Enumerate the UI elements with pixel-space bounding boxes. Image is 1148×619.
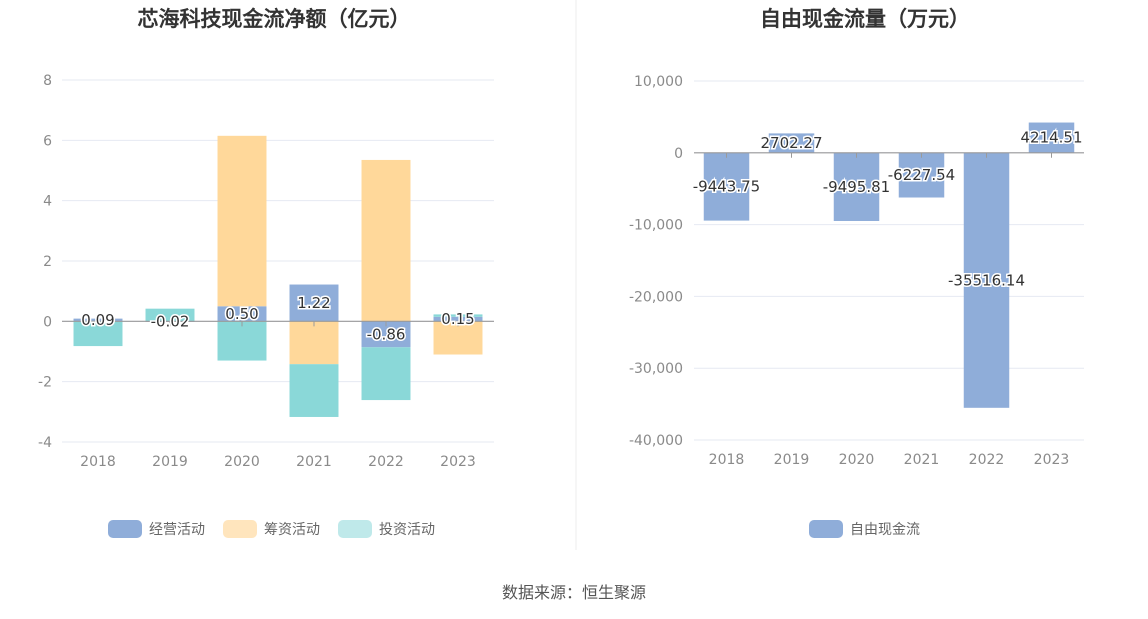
data-label: 0.09 <box>81 311 114 329</box>
left-chart-plot: -4 -2 0 2 4 6 8 2018 2019 2020 2021 2022 2023 0.09 -0.… <box>38 73 494 470</box>
bar-自由现金流-2023[interactable] <box>1028 122 1075 153</box>
y-tick-label: -4 <box>38 435 52 451</box>
legend-label: 经营活动 <box>149 522 205 538</box>
y-tick-label: 6 <box>43 133 52 149</box>
x-tick-label: 2021 <box>296 454 332 470</box>
data-label: -0.02 <box>151 313 190 331</box>
bar-筹资活动-2022[interactable] <box>361 159 411 322</box>
y-tick-label: 8 <box>43 73 52 89</box>
data-label: -6227.54 <box>888 166 955 184</box>
legend-swatch <box>223 520 257 538</box>
legend-swatch <box>338 520 372 538</box>
right-chart-legend[interactable]: 自由现金流 <box>809 520 920 538</box>
legend-label: 自由现金流 <box>850 522 920 538</box>
bar-筹资活动-2023[interactable] <box>433 321 483 355</box>
bar-投资活动-2022[interactable] <box>361 347 411 401</box>
y-tick-label: -2 <box>38 375 52 391</box>
bar-筹资活动-2021[interactable] <box>289 321 339 365</box>
x-tick-label: 2018 <box>80 454 116 470</box>
right-chart-title: 自由现金流量（万元） <box>760 7 970 31</box>
x-tick-label: 2020 <box>224 454 260 470</box>
bar-经营活动-2021[interactable] <box>289 284 339 322</box>
bar-经营活动-2018[interactable] <box>73 318 123 322</box>
x-tick-label: 2023 <box>440 454 476 470</box>
y-tick-label: -30,000 <box>629 361 683 377</box>
bar-投资活动-2019[interactable] <box>145 308 195 322</box>
data-label: -0.86 <box>367 325 406 343</box>
data-label: 1.22 <box>297 294 330 312</box>
legend-swatch <box>809 520 843 538</box>
x-tick-label: 2022 <box>368 454 404 470</box>
y-tick-label: -20,000 <box>629 289 683 305</box>
bar-投资活动-2023[interactable] <box>433 314 483 317</box>
y-tick-label: 0 <box>674 146 683 162</box>
bar-投资活动-2020[interactable] <box>217 321 267 361</box>
bar-自由现金流-2018[interactable] <box>703 152 750 221</box>
left-chart-title: 芯海科技现金流净额（亿元） <box>138 7 411 31</box>
data-label: 0.15 <box>441 310 474 328</box>
x-tick-label: 2022 <box>969 452 1005 468</box>
y-tick-label: 4 <box>43 194 52 210</box>
bar-自由现金流-2021[interactable] <box>898 152 945 198</box>
bar-投资活动-2021[interactable] <box>289 364 339 417</box>
legend-swatch <box>108 520 142 538</box>
data-label: -9443.75 <box>693 178 760 196</box>
x-tick-label: 2021 <box>904 452 940 468</box>
x-tick-label: 2018 <box>709 452 745 468</box>
x-tick-label: 2019 <box>152 454 188 470</box>
x-tick-label: 2020 <box>839 452 875 468</box>
bar-自由现金流-2020[interactable] <box>833 152 880 221</box>
legend-item-筹资活动[interactable]: 筹资活动 <box>223 520 320 538</box>
left-chart-legend[interactable]: 经营活动 筹资活动 投资活动 <box>108 520 435 538</box>
y-tick-label: 0 <box>43 314 52 330</box>
y-tick-label: -40,000 <box>629 433 683 449</box>
legend-item-经营活动[interactable]: 经营活动 <box>108 520 205 538</box>
data-label: -35516.14 <box>948 271 1025 289</box>
legend-label: 投资活动 <box>379 522 435 538</box>
x-tick-label: 2023 <box>1034 452 1070 468</box>
legend-item-自由现金流[interactable]: 自由现金流 <box>809 520 920 538</box>
y-tick-label: 2 <box>43 254 52 270</box>
bar-筹资活动-2020[interactable] <box>217 135 267 307</box>
bar-自由现金流-2022[interactable] <box>963 152 1010 408</box>
source-note: 数据来源：恒生聚源 <box>502 583 646 602</box>
bar-经营活动-2020[interactable] <box>217 306 267 322</box>
x-tick-label: 2019 <box>774 452 810 468</box>
data-label: 2702.27 <box>760 134 822 152</box>
legend-label: 筹资活动 <box>264 521 320 538</box>
bar-自由现金流-2019[interactable] <box>768 133 815 153</box>
bar-经营活动-2023[interactable] <box>433 316 483 322</box>
data-label: 0.50 <box>225 305 258 323</box>
right-chart-plot: -40,000 -30,000 -20,000 -10,000 0 10,000 2018 2… <box>629 74 1084 468</box>
y-tick-label: 10,000 <box>634 74 683 90</box>
data-label: 4214.51 <box>1020 129 1082 147</box>
data-label: -9495.81 <box>823 178 890 196</box>
y-tick-label: -10,000 <box>629 218 683 234</box>
legend-item-投资活动[interactable]: 投资活动 <box>338 520 435 538</box>
